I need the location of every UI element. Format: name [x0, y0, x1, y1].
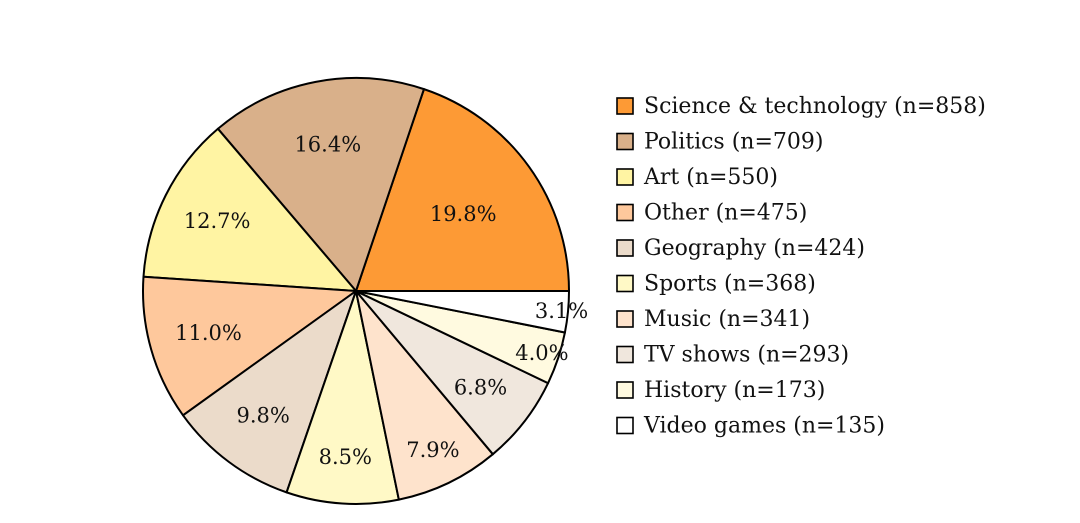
- slice-label-geography: 9.8%: [237, 404, 290, 428]
- slice-label-tv-shows: 6.8%: [454, 376, 507, 400]
- slice-label-video-games: 3.1%: [535, 299, 588, 323]
- pie-slice-video-games: [355, 290, 570, 334]
- pie-slice-sports: [285, 290, 400, 505]
- pie-slice-music: [355, 290, 494, 501]
- slice-label-other: 11.0%: [175, 321, 242, 345]
- slice-label-politics: 16.4%: [294, 133, 361, 157]
- legend-label-art: Art (n=550): [643, 165, 778, 190]
- pie-slice-politics: [216, 76, 425, 292]
- legend-label-video-games: Video games (n=135): [643, 414, 885, 439]
- legend-swatch-science-and-technology: [616, 97, 634, 115]
- legend-label-sports: Sports (n=368): [644, 272, 816, 297]
- legend-label-other: Other (n=475): [644, 201, 807, 226]
- legend-label-geography: Geography (n=424): [644, 236, 865, 261]
- slice-label-science-and-technology: 19.8%: [430, 202, 497, 226]
- legend-swatch-music: [616, 310, 634, 328]
- slice-label-sports: 8.5%: [319, 445, 372, 469]
- legend-label-politics: Politics (n=709): [644, 130, 823, 155]
- pie-slice-science-and-technology: [355, 88, 570, 292]
- legend: Science & technology (n=858) Politics (n=…: [616, 94, 986, 439]
- legend-swatch-geography: [616, 239, 634, 257]
- legend-swatch-tv-shows: [616, 345, 634, 364]
- pie-slice-other: [142, 275, 357, 417]
- legend-swatch-other: [616, 203, 634, 222]
- slice-label-music: 7.9%: [406, 438, 459, 462]
- pie-slice-labels: 19.8% 16.4% 12.7% 11.0% 9.8% 8.5% 7.9% 6.8% 4.0%…: [175, 133, 588, 469]
- legend-swatch-sports: [616, 274, 634, 293]
- legend-swatch-politics: [616, 132, 634, 151]
- legend-label-music: Music (n=341): [644, 307, 810, 332]
- slice-label-history: 4.0%: [515, 341, 568, 365]
- legend-swatch-history: [616, 381, 634, 399]
- legend-swatch-video-games: [616, 416, 634, 435]
- legend-label-science-and-technology: Science & technology (n=858): [644, 94, 986, 119]
- legend-label-history: History (n=173): [644, 378, 825, 403]
- pie-slice-geography: [182, 290, 357, 494]
- legend-swatch-art: [616, 168, 634, 186]
- legend-label-tv-shows: TV shows (n=293): [644, 343, 849, 368]
- pie-slice-art: [142, 127, 357, 292]
- pie-slices: [142, 76, 570, 505]
- slice-label-art: 12.7%: [184, 209, 251, 233]
